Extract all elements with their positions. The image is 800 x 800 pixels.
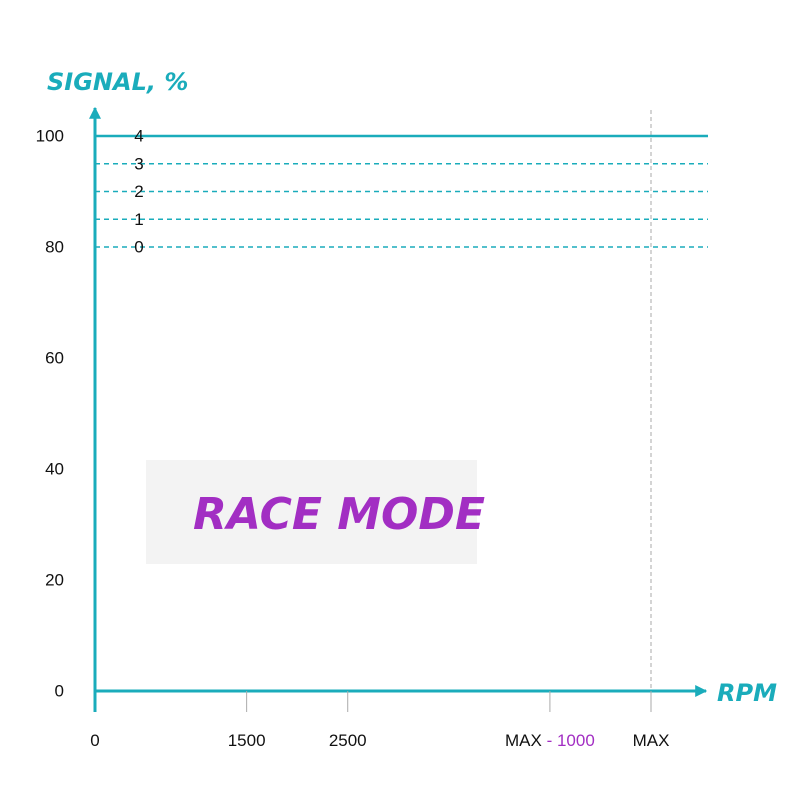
y-tick-label: 40 [45,460,64,479]
y-tick-labels: 0 20 40 60 80 100 [36,127,64,701]
mode-badge-background [146,460,477,564]
x-tick-label: MAX - 1000 [505,731,595,750]
x-tick-label: 0 [90,731,99,750]
y-tick-label: 0 [55,682,64,701]
y-tick-label: 100 [36,127,64,146]
y-tick-label: 60 [45,349,64,368]
x-tick-labels: 0 1500 2500 MAX - 1000 MAX [90,691,669,750]
x-tick-label: MAX [633,731,670,750]
level-label-0: 0 [134,238,143,257]
y-axis-title: SIGNAL, % [47,68,188,96]
x-tick-label: 2500 [329,731,367,750]
x-axis-title: RPM [717,679,777,707]
mode-badge: RACE MODE [146,460,485,564]
level-label-3: 3 [134,154,143,173]
signal-levels: 4 3 2 1 0 [95,127,708,257]
level-label-4: 4 [134,127,143,146]
x-tick-label-part: 1000 [557,731,595,750]
x-tick-label-part: MAX [505,731,542,750]
level-label-2: 2 [134,182,143,201]
x-tick-label-part: - [542,731,557,750]
y-tick-label: 20 [45,571,64,590]
y-tick-label: 80 [45,238,64,257]
level-label-1: 1 [134,210,143,229]
x-tick-label: 1500 [228,731,266,750]
mode-label: RACE MODE [193,489,485,540]
